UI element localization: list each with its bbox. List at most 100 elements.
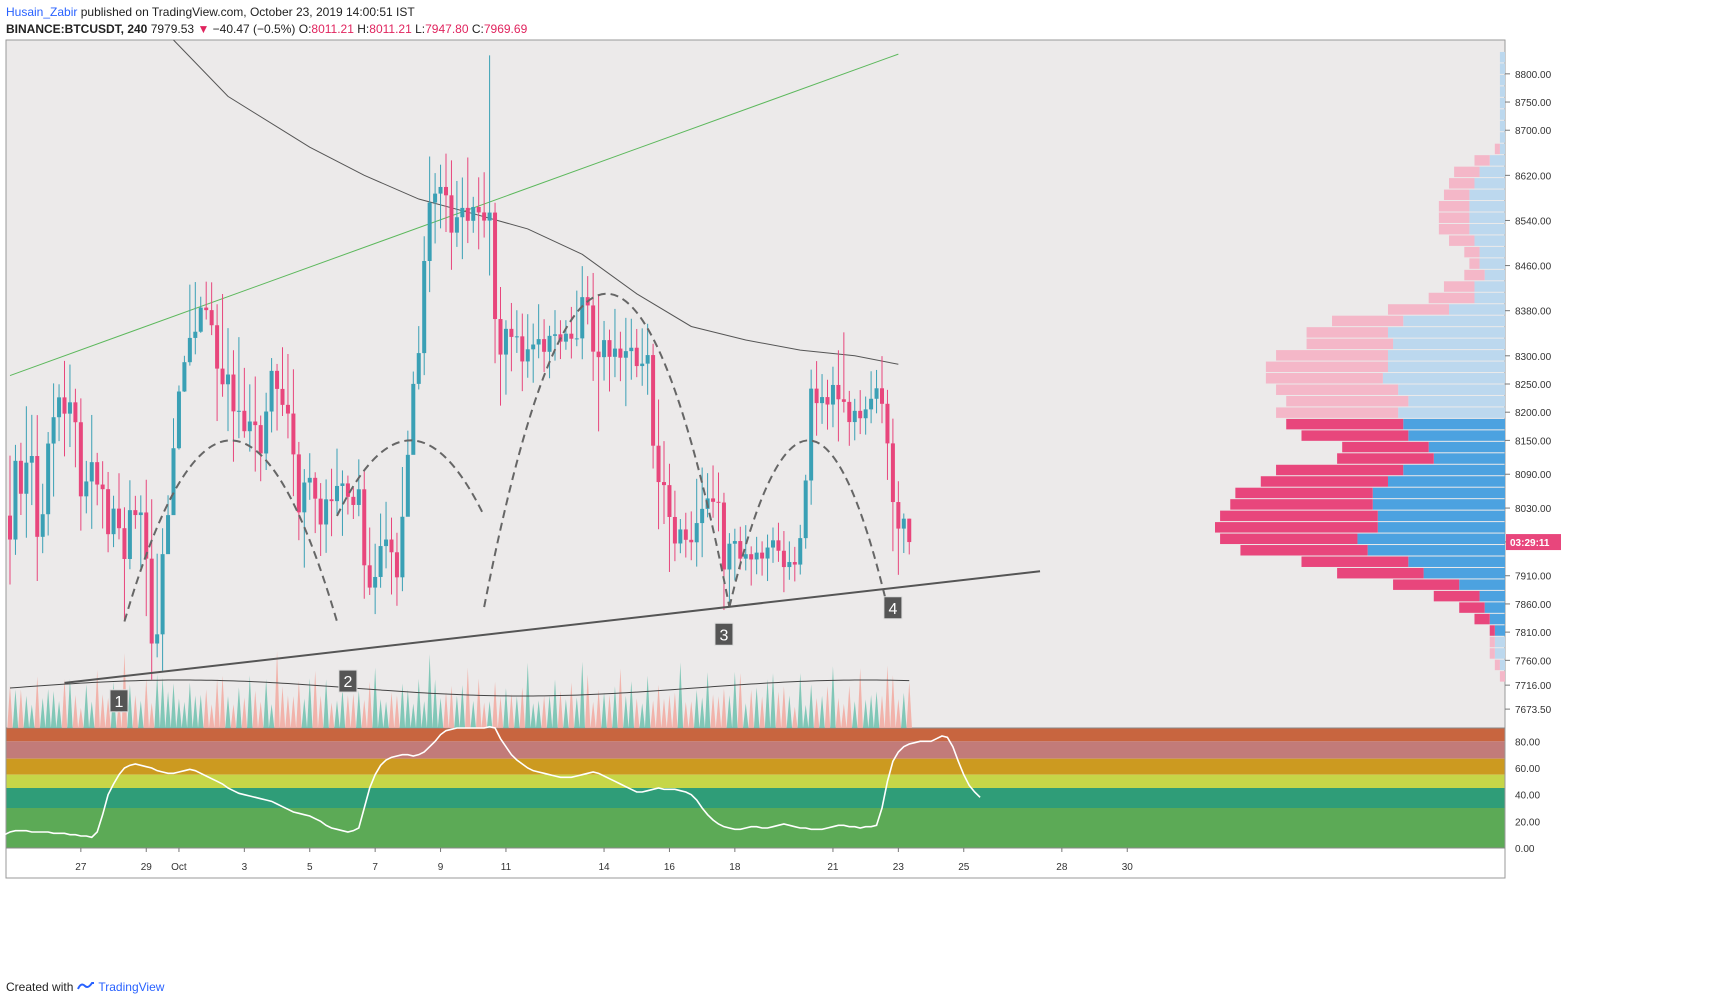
volume-spike (666, 695, 673, 728)
volume-profile-bar (1393, 579, 1460, 590)
volume-spike (595, 689, 602, 728)
volume-spike (181, 701, 188, 728)
volume-spike (530, 703, 536, 728)
volume-spike (677, 662, 684, 728)
volume-profile-bar (1484, 269, 1505, 281)
oscillator-tick-label: 20.00 (1515, 817, 1540, 828)
candle (520, 313, 525, 392)
candle (171, 418, 176, 516)
candle (67, 364, 72, 448)
candle (602, 320, 607, 381)
close-value: 7969.69 (483, 22, 528, 36)
candle-body (514, 336, 519, 338)
volume-spike (884, 665, 891, 728)
volume-spike (906, 681, 912, 728)
volume-profile-bar (1479, 590, 1505, 602)
oscillator-band (6, 788, 1505, 808)
candle (57, 384, 62, 442)
author-link[interactable]: Husain_Zabir (6, 5, 78, 19)
volume-spike (710, 694, 716, 728)
volume-spike (786, 695, 793, 728)
candle-body (672, 516, 677, 544)
volume-spike (454, 695, 460, 728)
volume-spike (225, 696, 231, 728)
volume-spike (268, 704, 275, 728)
candle (509, 302, 514, 372)
marker-box (883, 596, 903, 620)
candle-body (525, 349, 530, 362)
volume-spike (606, 695, 613, 728)
candle (683, 512, 688, 558)
candle-body (253, 421, 258, 426)
volume-profile-bar (1449, 178, 1475, 189)
candle-body (482, 212, 487, 221)
candle-body (749, 554, 754, 560)
volume-profile-bar (1332, 315, 1404, 327)
candle (193, 282, 198, 355)
volume-profile-bar (1398, 407, 1505, 418)
candle-body (765, 547, 770, 559)
volume-spike (208, 704, 215, 728)
volume-profile-bar (1499, 63, 1505, 74)
volume-profile-bar (1260, 476, 1388, 487)
volume-spike (650, 700, 656, 728)
volume-spike (792, 706, 798, 728)
candle (798, 524, 803, 575)
candle (645, 323, 650, 395)
candle-body (24, 462, 29, 494)
candle-body (362, 489, 367, 566)
candle-body (373, 576, 378, 588)
open-label: O: (298, 22, 312, 36)
candle-body (700, 508, 705, 524)
candle (394, 532, 399, 606)
volume-profile-bar (1499, 659, 1505, 671)
volume-spike (508, 693, 515, 728)
volume-spike (29, 704, 35, 728)
candle-body (880, 388, 884, 404)
candle-body (885, 403, 890, 444)
candle-body (563, 333, 568, 342)
volume-spike (312, 670, 318, 728)
volume-profile-bar (1337, 567, 1424, 579)
candle (743, 525, 748, 571)
candle (335, 448, 339, 516)
volume-spike (661, 698, 667, 728)
volume-profile-bar (1499, 109, 1505, 120)
price-tick-label: 7810.00 (1515, 628, 1552, 639)
candle-body (427, 202, 432, 262)
candle-body (416, 353, 421, 384)
candle (204, 281, 209, 320)
volume-profile-bar (1499, 51, 1505, 63)
candle (776, 522, 781, 562)
candle-body (716, 501, 721, 503)
candle (880, 356, 884, 424)
volume-spike (328, 702, 335, 728)
volume-spike (841, 703, 847, 728)
candle (416, 326, 421, 390)
candle-body (847, 401, 852, 423)
volume-spike (753, 687, 760, 728)
candle-body (247, 421, 252, 432)
candle (852, 398, 857, 441)
candle (351, 487, 356, 520)
candle-body (302, 482, 307, 513)
time-tick-label: 25 (958, 862, 970, 873)
time-tick-label: 28 (1056, 862, 1068, 873)
pattern-marker: 2 (338, 669, 358, 693)
time-tick-label: 3 (242, 862, 248, 873)
tradingview-brand-link[interactable]: TradingView (98, 980, 165, 994)
volume-profile-bar (1474, 292, 1505, 304)
time-tick-label: 23 (893, 862, 905, 873)
candle-body (454, 217, 459, 233)
time-tick-label: 7 (372, 862, 378, 873)
volume-spike (519, 687, 526, 728)
volume-spike (770, 673, 776, 728)
candle (275, 363, 280, 431)
candle (721, 492, 726, 611)
volume-profile-bar (1438, 212, 1470, 223)
price-tick-label: 8250.00 (1515, 380, 1552, 391)
candle (460, 177, 465, 260)
time-tick-label: 30 (1122, 862, 1134, 873)
symbol-label[interactable]: BINANCE:BTCUSDT, 240 (6, 22, 148, 36)
